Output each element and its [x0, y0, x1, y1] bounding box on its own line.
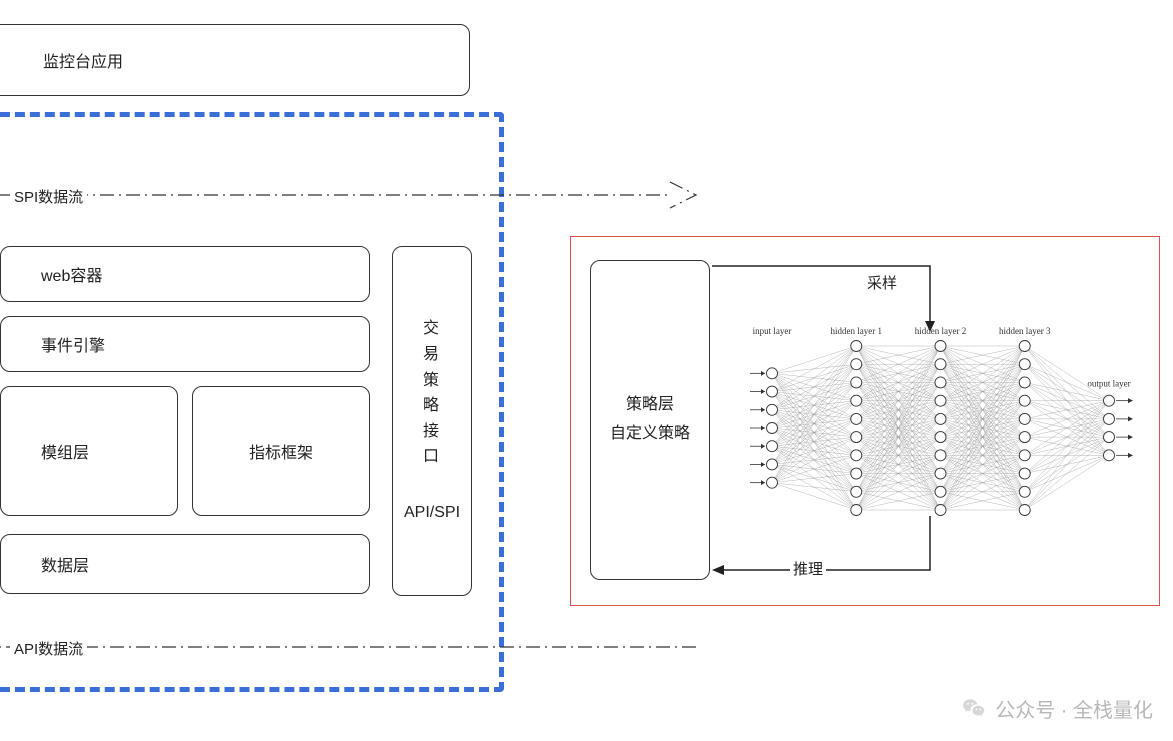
- label-strategy-2: 自定义策略: [610, 420, 690, 449]
- svg-text:output layer: output layer: [1087, 379, 1130, 389]
- api-flow-arrow: [0, 630, 710, 664]
- label-sample: 采样: [864, 272, 900, 293]
- watermark: 公众号 · 全栈量化: [961, 694, 1153, 723]
- svg-text:hidden layer 3: hidden layer 3: [999, 326, 1051, 336]
- svg-text:input layer: input layer: [753, 326, 792, 336]
- box-web-container: web容器: [0, 246, 370, 302]
- label-monitor-app: 监控台应用: [43, 48, 123, 72]
- label-api-flow: API数据流: [10, 638, 87, 659]
- box-trading-api: 交易策略接口 API/SPI: [392, 246, 472, 596]
- svg-text:hidden layer 2: hidden layer 2: [915, 326, 966, 336]
- box-data-layer: 数据层: [0, 534, 370, 594]
- label-data-layer: 数据层: [41, 552, 89, 576]
- neural-network-diagram: input layer hidden layer 1 hidden layer 2 h…: [738, 320, 1143, 520]
- svg-text:hidden layer 1: hidden layer 1: [831, 326, 882, 336]
- label-web-container: web容器: [41, 262, 102, 286]
- label-module-layer: 模组层: [41, 439, 89, 463]
- box-indicator-framework: 指标框架: [192, 386, 370, 516]
- box-module-layer: 模组层: [0, 386, 178, 516]
- label-indicator-framework: 指标框架: [249, 439, 313, 463]
- box-strategy-layer: 策略层 自定义策略: [590, 260, 710, 580]
- label-inference: 推理: [790, 558, 826, 579]
- label-trading-api-1: 交易策略接口: [422, 316, 442, 470]
- label-event-engine: 事件引擎: [41, 332, 105, 356]
- box-monitor-app: 监控台应用: [0, 24, 470, 96]
- label-strategy-1: 策略层: [626, 391, 674, 420]
- label-spi-flow: SPI数据流: [10, 186, 87, 207]
- wechat-icon: [961, 696, 987, 722]
- spi-flow-arrow: [0, 178, 710, 212]
- watermark-text: 公众号 · 全栈量化: [995, 694, 1153, 723]
- box-event-engine: 事件引擎: [0, 316, 370, 372]
- label-trading-api-2: API/SPI: [404, 500, 460, 526]
